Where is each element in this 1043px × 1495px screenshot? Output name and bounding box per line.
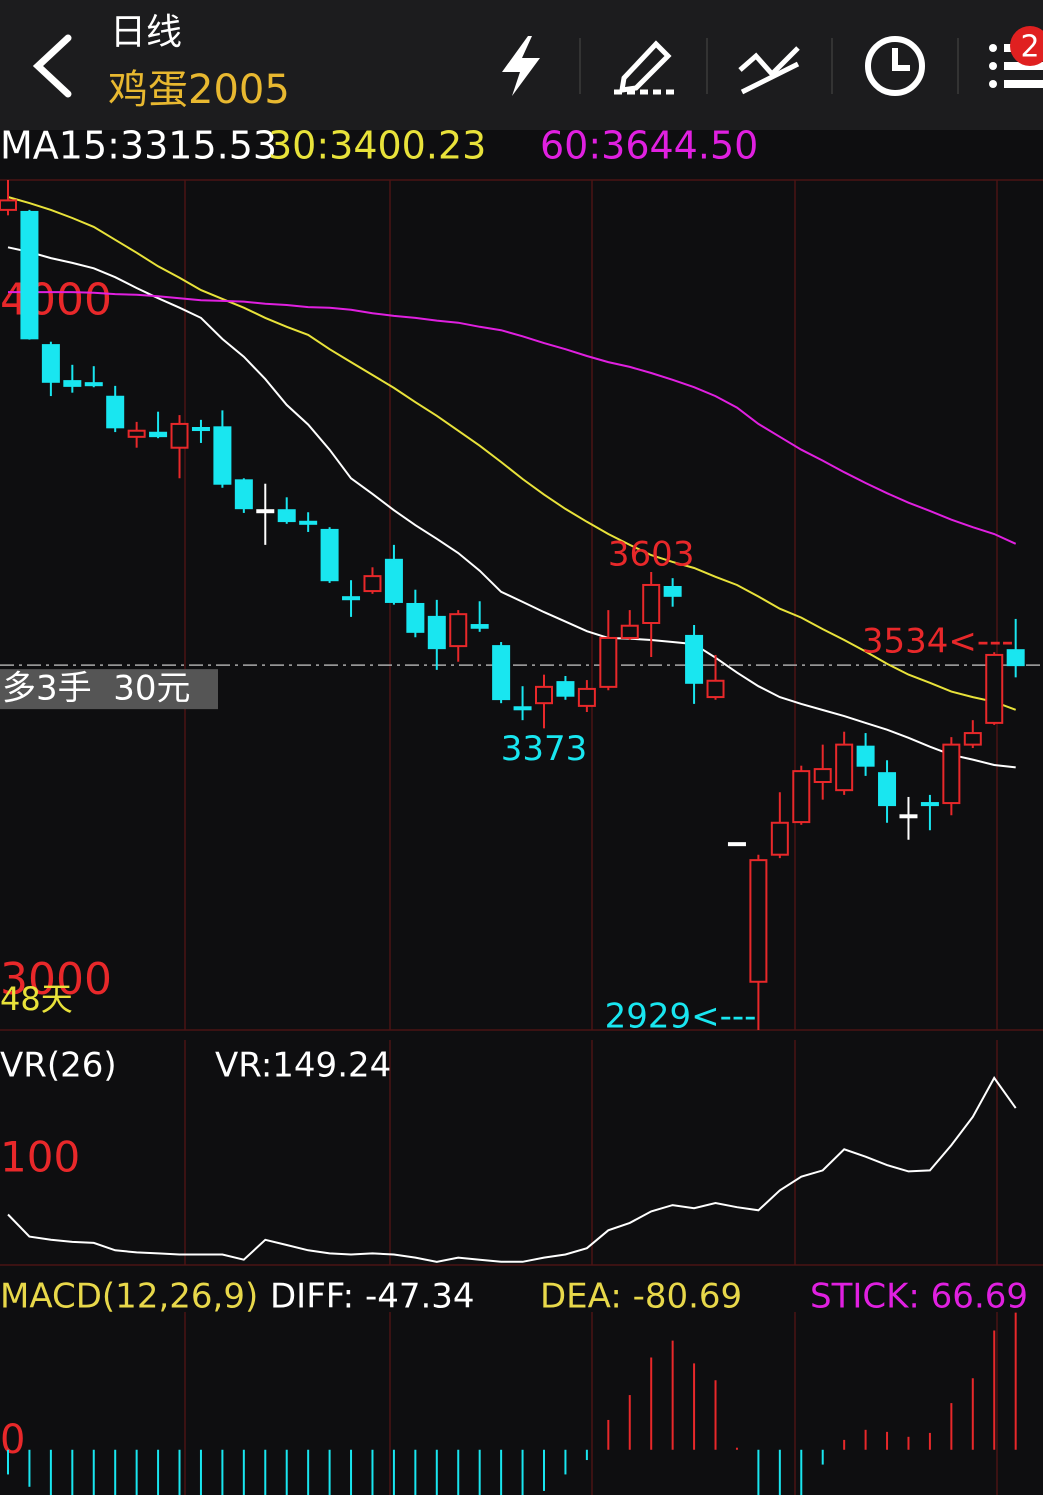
candle-body: [727, 842, 746, 847]
moving-average-line: [7, 246, 1016, 769]
badge: [1010, 26, 1043, 66]
indicator-title: MACD(12,26,9): [0, 1277, 258, 1317]
candle-body: [41, 344, 60, 383]
candle-body: [106, 395, 125, 429]
candle-body: [213, 426, 232, 485]
panel-grid: [0, 179, 1043, 1495]
candle-body: [942, 743, 961, 805]
legend-entry: 30:3400.23: [268, 124, 486, 168]
candle-body: [985, 653, 1004, 724]
candle-body: [256, 509, 275, 514]
candle-body: [299, 520, 318, 525]
legend-entry: VR:149.24: [215, 1046, 391, 1086]
y-tick-label: 0: [0, 1417, 25, 1463]
indicator-button[interactable]: [738, 46, 800, 95]
candle-body: [342, 596, 361, 601]
candle-body: [792, 770, 811, 824]
candle-body: [749, 859, 768, 983]
price-annotation: 2929<---: [605, 997, 757, 1037]
moving-average-line: [7, 196, 1017, 711]
candle-body: [513, 706, 532, 711]
price-annotation: 3534<---: [862, 621, 1014, 661]
candle-body: [363, 575, 382, 593]
contract-name: 鸡蛋2005: [108, 67, 290, 113]
position-label-bg: [0, 669, 218, 710]
price-annotation: 3373: [501, 729, 588, 769]
period-title: 日线: [110, 12, 182, 53]
candle-body: [663, 585, 682, 597]
candle-body: [277, 509, 296, 523]
candle-body: [384, 558, 403, 603]
legend-entry: MA15:3315.53: [0, 124, 277, 168]
indicator-value: DEA: -80.69: [540, 1277, 742, 1317]
candle-body: [84, 382, 103, 387]
y-tick-label: 100: [0, 1132, 80, 1181]
candle-body: [963, 732, 982, 746]
candle-body: [706, 679, 725, 699]
candle-body: [449, 613, 468, 648]
candle-body: [492, 645, 511, 701]
candle-body: [320, 528, 339, 582]
candle-body: [642, 583, 661, 625]
candle-body: [0, 199, 17, 211]
y-tick-label: 3000: [0, 954, 112, 1005]
candle-body: [170, 422, 189, 449]
candle-body: [20, 210, 39, 340]
candle-body: [620, 624, 639, 639]
candle-body: [685, 634, 704, 684]
legend-entry: 60:3644.50: [540, 124, 758, 168]
indicator-value: DIFF: -47.34: [270, 1277, 475, 1317]
candle-body: [920, 802, 939, 807]
clock-button[interactable]: [865, 36, 925, 96]
candle-body: [535, 685, 553, 705]
day-count: 48天: [0, 980, 73, 1018]
position-label: 多3手 30元: [2, 669, 191, 709]
moving-average-line: [8, 291, 1017, 545]
candle-body: [599, 636, 618, 688]
flash-button[interactable]: [502, 36, 540, 96]
candle-body: [470, 624, 489, 629]
vr-line: [7, 1076, 1017, 1263]
candle-body: [577, 687, 596, 707]
candle-body: [556, 681, 575, 697]
candle-body: [813, 768, 832, 783]
legend-entry: STICK: 66.69: [810, 1277, 1028, 1317]
candle-body: [427, 615, 446, 650]
macd-bars: [7, 1312, 1017, 1495]
candle-body: [899, 814, 918, 819]
back-button[interactable]: [32, 34, 72, 98]
candle-body: [63, 380, 82, 387]
candle-body: [856, 745, 875, 767]
candle-body: [770, 821, 789, 856]
candle-body: [127, 429, 146, 438]
candle-body: [234, 479, 253, 510]
candle-body: [406, 602, 425, 633]
candle-body: [149, 431, 168, 438]
indicator-title: VR(26): [0, 1046, 117, 1086]
price-annotation: 3603: [608, 535, 695, 575]
candle-body: [1006, 649, 1025, 667]
candle-body: [878, 772, 897, 807]
badge-count: 2: [1020, 30, 1039, 65]
y-tick-label: 4000: [0, 274, 112, 325]
candle-body: [191, 427, 210, 432]
draw-button[interactable]: [614, 40, 676, 95]
candle-body: [835, 743, 854, 792]
